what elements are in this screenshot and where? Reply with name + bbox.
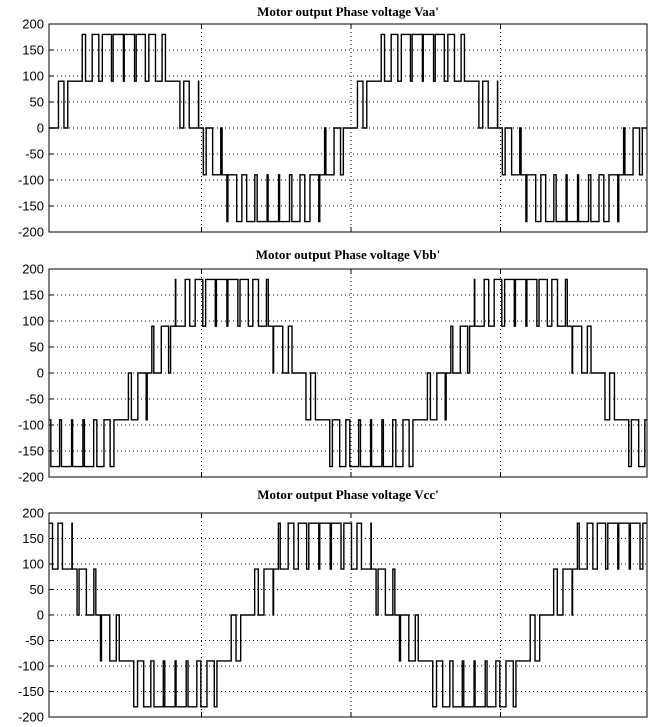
panel-1: Motor output Phase voltage Vaa' 200 150 100…: [18, 4, 648, 240]
y-tick-label: 50: [30, 95, 44, 110]
y-tick-label: 200: [22, 506, 44, 521]
series-line: [49, 278, 647, 468]
y-tick-label: 0: [37, 608, 44, 623]
y-tick-label: 150: [22, 288, 44, 303]
series-line: [49, 33, 647, 223]
y-tick-label: 150: [22, 43, 44, 58]
y-tick-label: 150: [22, 531, 44, 546]
y-tick-label: -50: [25, 147, 44, 162]
panel-2: Motor output Phase voltage Vbb' 200 150 100…: [18, 247, 648, 485]
panel-title: Motor output Phase voltage Vaa': [257, 4, 439, 19]
y-tick-label: 50: [30, 582, 44, 597]
panel-title: Motor output Phase voltage Vbb': [256, 247, 440, 262]
y-tick-label: -50: [25, 392, 44, 407]
y-tick-label: -200: [18, 225, 44, 240]
y-tick-label: -150: [18, 444, 44, 459]
y-tick-label: 100: [22, 557, 44, 572]
y-tick-label: -150: [18, 684, 44, 699]
y-tick-label: -200: [18, 710, 44, 725]
y-tick-label: 0: [37, 121, 44, 136]
y-tick-label: 0: [37, 366, 44, 381]
y-tick-label: -50: [25, 633, 44, 648]
panel-title: Motor output Phase voltage Vcc': [257, 487, 439, 502]
y-tick-label: 100: [22, 314, 44, 329]
y-tick-label: -200: [18, 470, 44, 485]
y-tick-label: -100: [18, 173, 44, 188]
y-tick-label: -150: [18, 199, 44, 214]
y-tick-label: 200: [22, 17, 44, 32]
y-tick-label: 100: [22, 69, 44, 84]
series-line: [49, 522, 647, 708]
y-tick-label: 200: [22, 262, 44, 277]
y-tick-label: 50: [30, 340, 44, 355]
y-tick-label: -100: [18, 659, 44, 674]
y-tick-label: -100: [18, 418, 44, 433]
panel-3: Motor output Phase voltage Vcc' 200 150 100…: [18, 487, 648, 725]
